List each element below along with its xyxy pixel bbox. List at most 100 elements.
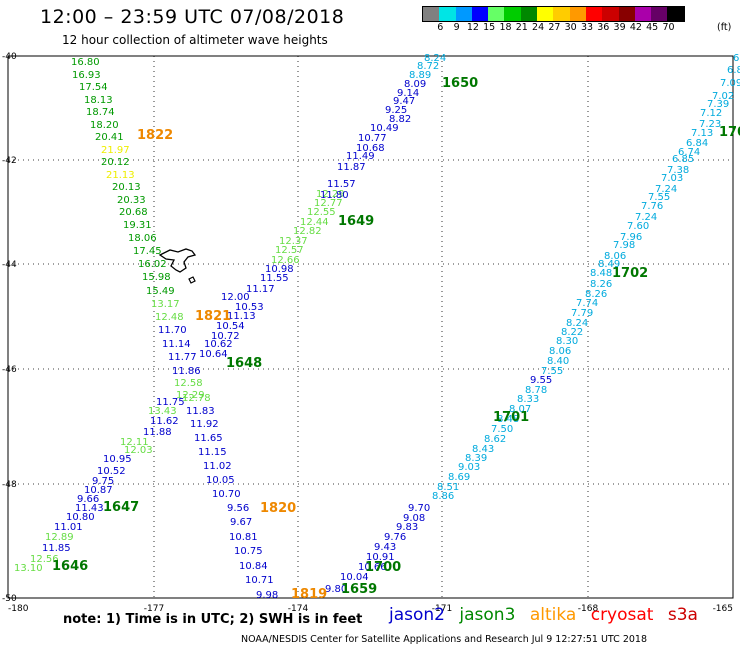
swh-value-label: 11.65	[194, 433, 223, 444]
pass-time-label: 1647	[103, 500, 139, 515]
swh-value-label: 11.85	[42, 543, 71, 554]
legend-swatch	[634, 7, 652, 21]
legend-tick-label: 9	[453, 22, 460, 33]
swh-value-label: 21.97	[101, 145, 130, 156]
swh-value-label: 12.77	[314, 198, 343, 209]
lat-lon-grid	[8, 56, 733, 598]
legend-tick-label: 33	[580, 22, 594, 33]
swh-value-label: 10.53	[235, 302, 264, 313]
swh-value-label: 7.55	[648, 192, 670, 203]
swh-value-label: 19.31	[123, 220, 152, 231]
latitude-label: -44	[2, 260, 17, 270]
legend-swatch	[471, 7, 489, 21]
swh-value-label: 8.09	[404, 79, 426, 90]
swh-value-label: 7.02	[712, 91, 734, 102]
pass-time-label: 1646	[52, 559, 88, 574]
swh-value-label: 8.82	[389, 114, 411, 125]
swh-value-label: 8.39	[465, 453, 487, 464]
legend-swatch	[520, 7, 538, 21]
swh-value-label: 10.87	[84, 485, 113, 496]
swh-value-label: 9.76	[384, 532, 406, 543]
swh-value-label: 11.83	[186, 406, 215, 417]
swh-value-label: 6.8	[727, 65, 740, 76]
swh-value-label: 10.66	[358, 562, 387, 573]
swh-value-label: 9.14	[397, 88, 419, 99]
swh-value-label: 18.20	[90, 120, 119, 131]
map-subtitle: 12 hour collection of altimeter wave hei…	[62, 33, 328, 47]
swh-value-label: 9.08	[403, 513, 425, 524]
latitude-label: -42	[2, 156, 17, 166]
swh-value-label: 7.60	[627, 221, 649, 232]
swh-value-label: 10.54	[216, 321, 245, 332]
credit-line: NOAA/NESDIS Center for Satellite Applica…	[241, 634, 647, 645]
pass-time-label: 170	[719, 125, 740, 140]
legend-tick-label: 36	[597, 22, 610, 33]
swh-value-label: 8.86	[432, 491, 454, 502]
swh-value-label: 10.04	[340, 572, 369, 583]
legend-swatch	[423, 7, 440, 21]
swh-value-label: 11.77	[168, 352, 197, 363]
swh-value-label: 12.58	[174, 378, 203, 389]
pass-time-label: 1822	[137, 128, 173, 143]
legend-swatch	[439, 7, 456, 21]
swh-value-label: 12.11	[120, 437, 149, 448]
latitude-label: -48	[2, 480, 17, 490]
swh-value-label: 9.98	[256, 590, 278, 601]
swh-value-label: 10.77	[358, 133, 387, 144]
swh-value-label: 10.49	[370, 123, 399, 134]
swh-value-label: 7.09	[720, 78, 740, 89]
swh-value-label: 9.67	[230, 517, 252, 528]
swh-value-label: 8.26	[590, 279, 612, 290]
swh-value-label: 8.30	[556, 336, 578, 347]
swh-value-label: 12.56	[30, 554, 59, 565]
swh-value-label: 12.00	[221, 292, 250, 303]
swh-value-label: 12.66	[271, 255, 300, 266]
pass-time-label: 1702	[612, 266, 648, 281]
swh-value-label: 20.13	[112, 182, 141, 193]
island-outline	[158, 248, 197, 284]
mission-altika: altika	[529, 605, 577, 625]
swh-value-label: 8.33	[517, 394, 539, 405]
swh-value-label: 12.89	[45, 532, 74, 543]
swh-value-label: 11.17	[246, 284, 275, 295]
swh-value-label: 10.62	[204, 339, 233, 350]
swh-value-label: 9.43	[374, 542, 396, 553]
longitude-label: -168	[578, 604, 599, 614]
swh-value-label: 7.55	[541, 366, 563, 377]
swh-value-label: 20.41	[95, 132, 124, 143]
swh-value-label: 6.84	[686, 138, 708, 149]
swh-value-label: 10.91	[366, 552, 395, 563]
latitude-label: -46	[2, 365, 17, 375]
swh-value-label: 10.72	[211, 331, 240, 342]
pass-time-label: 1648	[226, 356, 262, 371]
legend-tick-label: 27	[548, 22, 561, 33]
swh-value-label: 8.48	[497, 414, 519, 425]
swh-value-label: 8.06	[604, 251, 626, 262]
swh-value-label: 13.10	[14, 563, 43, 574]
legend-tick-label: 39	[613, 22, 626, 33]
legend-tick-label: 30	[564, 22, 577, 33]
map-frame	[7, 55, 734, 599]
swh-value-label: 18.13	[84, 95, 113, 106]
swh-value-label: 16.93	[72, 70, 101, 81]
color-legend-labels: 6 9 12 15 18 21 24 27 30 33 36 39 42 45 70	[422, 22, 732, 34]
swh-value-label: 8.69	[448, 472, 470, 483]
legend-swatch	[602, 7, 619, 21]
swh-value-label: 8.24	[424, 53, 446, 64]
swh-value-label: 11.43	[75, 503, 104, 514]
swh-value-label: 8.62	[484, 434, 506, 445]
pass-time-label: 1701	[493, 410, 529, 425]
mission-s3a: s3a	[667, 605, 698, 625]
legend-swatch	[618, 7, 635, 21]
swh-value-label: 12.82	[293, 226, 322, 237]
swh-value-label: 13.17	[151, 299, 180, 310]
pitt-island-shape	[188, 276, 196, 284]
legend-tick-label: 6	[437, 22, 444, 33]
swh-value-label: 12.57	[275, 245, 304, 256]
swh-value-label: 9.56	[227, 503, 249, 514]
swh-value-label: 10.52	[97, 466, 126, 477]
swh-value-label: 11.14	[162, 339, 191, 350]
legend-swatch	[651, 7, 668, 21]
latitude-label: -50	[2, 594, 17, 604]
